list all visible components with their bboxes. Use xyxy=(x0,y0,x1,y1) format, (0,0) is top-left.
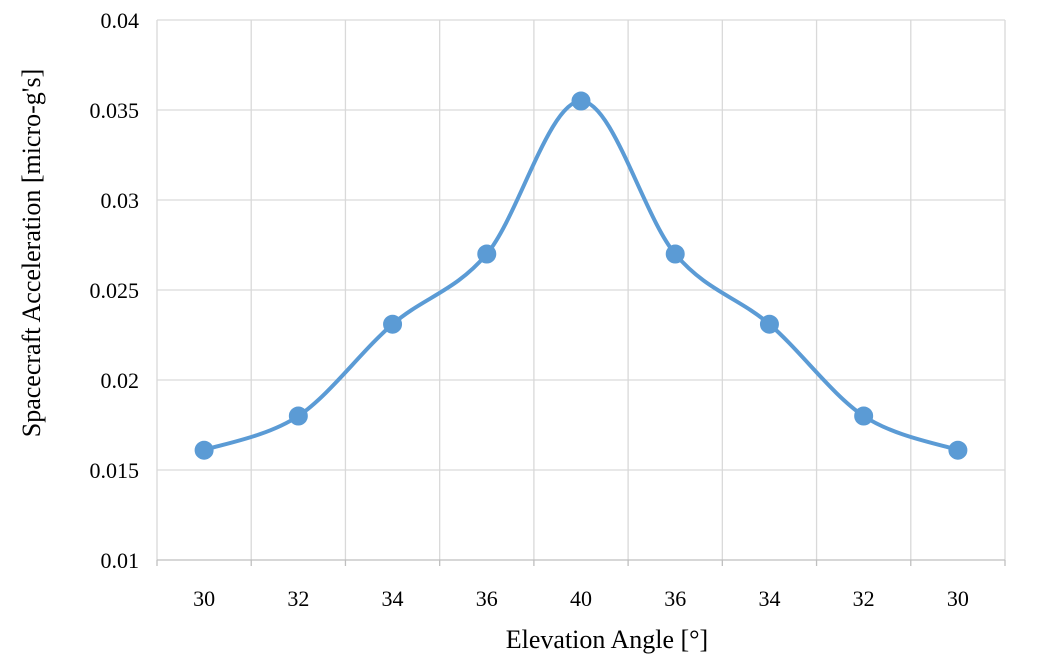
data-point xyxy=(571,91,591,111)
x-tick-label: 30 xyxy=(947,586,969,611)
data-point xyxy=(759,314,779,334)
data-point xyxy=(665,244,685,264)
x-tick-labels: 30 32 34 36 40 36 34 32 30 xyxy=(193,586,969,611)
y-tick-label: 0.01 xyxy=(101,548,140,573)
y-tick-labels: 0.01 0.015 0.02 0.025 0.03 0.035 0.04 xyxy=(90,8,140,573)
y-tick-label: 0.04 xyxy=(101,8,140,33)
data-point xyxy=(854,406,874,426)
axis-layer xyxy=(156,20,1006,566)
y-tick-label: 0.02 xyxy=(101,368,140,393)
data-point xyxy=(194,440,214,460)
data-point xyxy=(383,314,403,334)
data-point xyxy=(948,440,968,460)
x-tick-label: 34 xyxy=(382,586,404,611)
y-tick-label: 0.03 xyxy=(101,188,140,213)
x-tick-label: 34 xyxy=(758,586,780,611)
y-tick-label: 0.035 xyxy=(90,98,140,123)
x-tick-label: 36 xyxy=(476,586,498,611)
x-tick-label: 30 xyxy=(193,586,215,611)
data-point xyxy=(288,406,308,426)
x-axis-title: Elevation Angle [°] xyxy=(506,625,708,654)
y-tick-label: 0.015 xyxy=(90,458,140,483)
x-tick-label: 36 xyxy=(664,586,686,611)
y-tick-label: 0.025 xyxy=(90,278,140,303)
series-layer xyxy=(194,91,968,460)
data-point xyxy=(477,244,497,264)
x-tick-label: 40 xyxy=(570,586,592,611)
series-line xyxy=(202,99,960,453)
x-tick-label: 32 xyxy=(287,586,309,611)
x-tick-label: 32 xyxy=(853,586,875,611)
y-axis-title: Spacecraft Acceleration [micro-g's] xyxy=(17,69,46,438)
